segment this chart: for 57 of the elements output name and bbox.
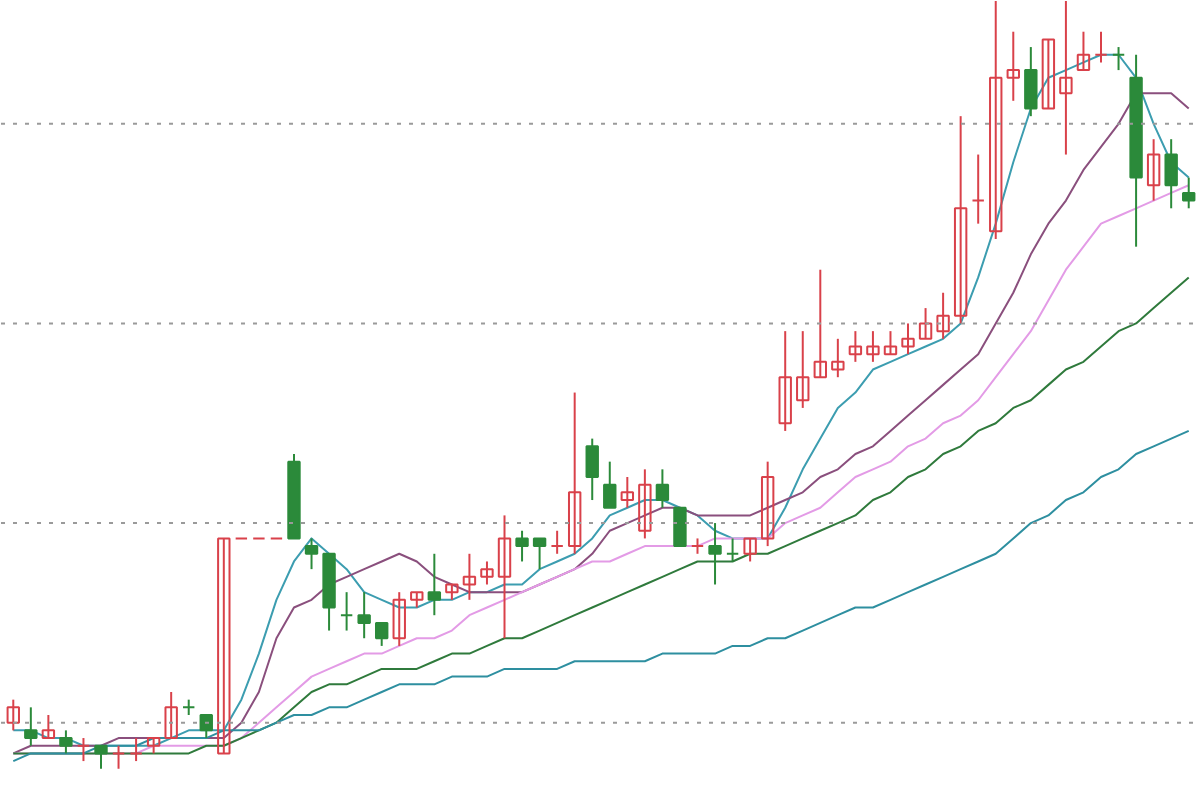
candlestick	[796, 330, 810, 409]
candlestick	[1076, 30, 1091, 72]
candlestick	[638, 468, 652, 540]
candlestick	[6, 698, 20, 732]
candlestick	[375, 621, 389, 647]
candlestick	[620, 476, 635, 509]
candlestick	[24, 706, 38, 747]
candlestick	[41, 714, 56, 740]
candlestick	[743, 537, 757, 563]
candlestick	[760, 460, 775, 548]
candlestick	[94, 744, 108, 770]
candlestick	[515, 529, 529, 563]
candlestick	[462, 552, 477, 601]
candlestick	[1182, 176, 1196, 210]
candlestick	[217, 537, 231, 755]
candlestick	[111, 744, 126, 770]
candlestick	[883, 330, 898, 356]
candlestick	[708, 522, 722, 586]
candlestick	[1059, 1, 1073, 156]
candlestick	[532, 537, 547, 571]
candlestick	[918, 307, 933, 340]
candlestick	[550, 529, 564, 555]
candlestick	[603, 460, 617, 509]
candlestick	[59, 729, 73, 755]
candlestick	[427, 552, 442, 617]
candlestick	[339, 591, 354, 632]
candlestick	[1164, 138, 1178, 210]
candlestick	[392, 591, 406, 647]
candlestick	[971, 153, 985, 225]
candlestick	[304, 537, 319, 571]
candlestick	[848, 330, 863, 363]
candlestick	[1146, 138, 1161, 202]
candlestick	[585, 437, 599, 502]
candlestick	[1111, 46, 1126, 72]
candlestick	[989, 1, 1003, 240]
candlestick	[813, 268, 827, 379]
candlestick	[164, 690, 178, 740]
candlestick	[1006, 30, 1020, 102]
candlestick	[497, 514, 512, 640]
candlestick	[567, 391, 582, 555]
candlestick	[953, 115, 968, 325]
candlestick	[129, 737, 143, 763]
candlestick	[831, 337, 845, 379]
candlestick	[655, 468, 670, 509]
candlestick	[936, 291, 950, 340]
candlestick	[901, 322, 915, 356]
candlestick	[1024, 46, 1038, 118]
candlestick	[1094, 30, 1108, 64]
candlestick	[1041, 38, 1056, 110]
candlestick	[690, 537, 705, 555]
candlestick	[866, 330, 880, 363]
candlestick	[357, 591, 371, 640]
candlestick	[480, 560, 494, 586]
candlestick	[725, 537, 740, 563]
candlestick	[76, 737, 91, 763]
candlestick	[673, 506, 687, 548]
candlestick	[778, 330, 792, 432]
